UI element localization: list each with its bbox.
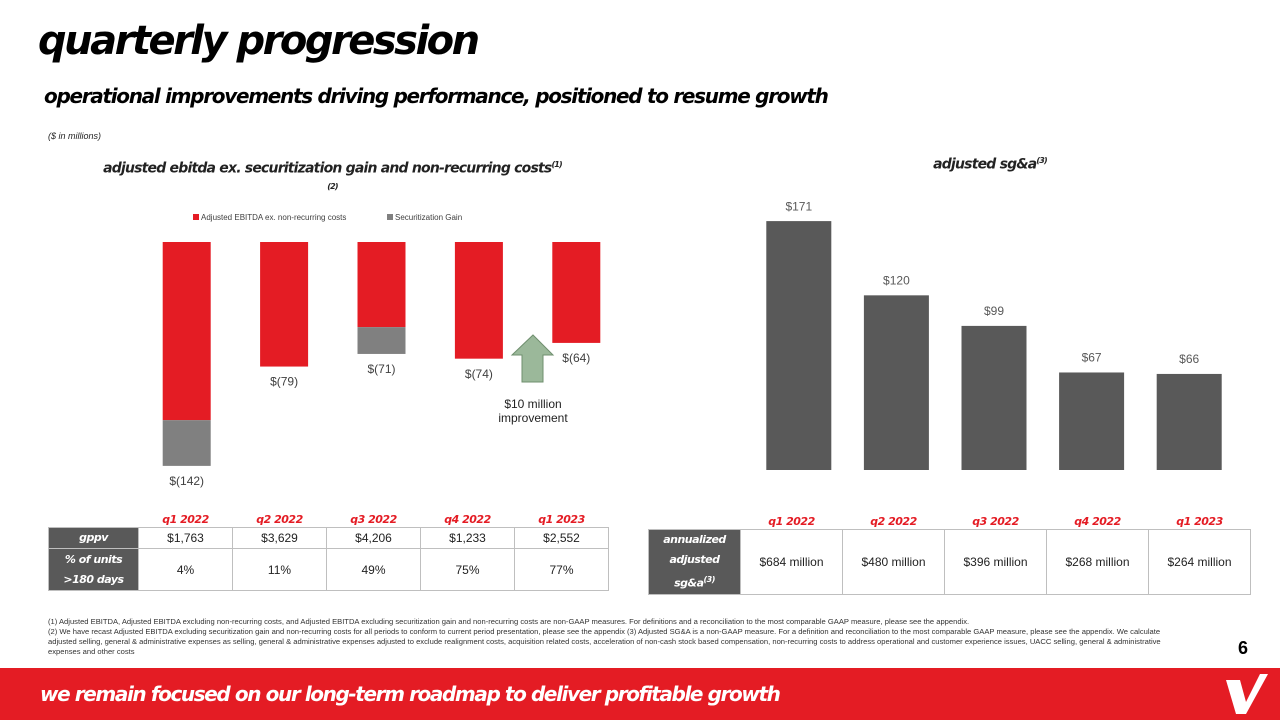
table-cell: 77% [514, 548, 609, 591]
table-cell: $396 million [944, 529, 1047, 595]
footer-text: we remain focused on our long-term roadm… [40, 682, 781, 706]
title-note: (1)(2) [327, 160, 562, 191]
row-note: (3) [703, 575, 716, 584]
table-cell: 49% [326, 548, 421, 591]
table-cell: $3,629 [232, 527, 327, 549]
table-cell: 4% [138, 548, 233, 591]
bar-segment [357, 327, 406, 354]
bar [863, 295, 929, 470]
corner [49, 511, 139, 528]
title: quarterly progression [38, 18, 480, 64]
legend-label: Adjusted EBITDA ex. non-recurring costs [201, 213, 346, 222]
column-header: q1 2022 [768, 514, 815, 528]
footnotes: (1) Adjusted EBITDA, Adjusted EBITDA exc… [48, 617, 1178, 657]
table-cell: $684 million [740, 529, 843, 595]
bar-segment [162, 242, 211, 421]
annotation: $10 million improvement [498, 397, 568, 425]
subtitle: operational improvements driving perform… [44, 84, 829, 108]
header-row: q1 2022 q2 2022 q3 2022 q4 2022 q1 2023 [649, 513, 1251, 530]
column-header: q3 2022 [350, 512, 397, 526]
footnote: (2) We have recast Adjusted EBITDA exclu… [48, 627, 1161, 656]
total-label: $(79) [270, 375, 298, 389]
total-label: $(74) [465, 367, 493, 381]
table-cell: $1,233 [420, 527, 515, 549]
data-table: q1 2022 q2 2022 q3 2022 q4 2022 q1 2023 annua… [648, 513, 1251, 595]
bar-segment [552, 242, 601, 343]
row-header: annualized adjusted sg&a(3) [648, 529, 741, 595]
legend-swatch [387, 214, 393, 220]
bar [1059, 372, 1125, 470]
row-header: % of units >180 days [48, 548, 139, 591]
table-row: gppv $1,763 $3,629 $4,206 $1,233 $2,552 [48, 527, 609, 549]
row-label: % of units >180 days [63, 552, 124, 586]
title-note: (3) [1036, 156, 1047, 165]
bar-segment [162, 420, 211, 466]
page-number: 6 [1238, 638, 1249, 658]
total-label: $(71) [367, 362, 395, 376]
value-label: $171 [785, 199, 812, 213]
header-row: q1 2022 q2 2022 q3 2022 q4 2022 q1 2023 [49, 511, 609, 528]
table-cell: $2,552 [514, 527, 609, 549]
bar [961, 325, 1027, 470]
bar-segment [260, 242, 309, 367]
table-cell: $1,763 [138, 527, 233, 549]
table-row: annualized adjusted sg&a(3) $684 million $… [648, 529, 1251, 595]
value-label: $120 [883, 274, 910, 288]
bar-segment [454, 242, 503, 359]
unit-note: ($ in millions) [48, 131, 102, 141]
column-header: q4 2022 [1074, 514, 1121, 528]
table-cell: 11% [232, 548, 327, 591]
column-header: q3 2022 [972, 514, 1019, 528]
row-label: gppv [79, 531, 108, 544]
data-table: q1 2022 q2 2022 q3 2022 q4 2022 q1 2023 gppv $… [48, 511, 609, 591]
legend-label: Securitization Gain [395, 213, 462, 222]
footer-band: we remain focused on our long-term roadm… [0, 668, 1280, 720]
row-label: annualized adjusted sg&a [663, 533, 726, 590]
value-label: $99 [984, 304, 1004, 318]
total-label: $(142) [169, 474, 204, 488]
value-label: $66 [1179, 352, 1199, 366]
value-label: $67 [1082, 351, 1102, 365]
table-row: % of units >180 days 4% 11% 49% 75% 77% [48, 548, 609, 591]
bar-segment [357, 242, 406, 328]
column-header: q2 2022 [256, 512, 303, 526]
bar [766, 221, 832, 470]
table-cell: $268 million [1046, 529, 1149, 595]
legend-swatch [193, 214, 199, 220]
chart-title-text: adjusted sg&a [933, 156, 1037, 173]
footnote: (1) Adjusted EBITDA, Adjusted EBITDA exc… [48, 617, 970, 626]
column-header: q1 2023 [538, 512, 585, 526]
table-cell: $264 million [1148, 529, 1251, 595]
table-cell: 75% [420, 548, 515, 591]
logo [1226, 674, 1268, 714]
chart-title-text: adjusted ebitda ex. securitization gain … [103, 160, 552, 177]
total-label: $(64) [562, 351, 590, 365]
corner [649, 513, 741, 530]
bar [1156, 373, 1222, 470]
column-header: q4 2022 [444, 512, 491, 526]
table-cell: $4,206 [326, 527, 421, 549]
improvement-arrow [510, 334, 555, 383]
row-header: gppv [48, 527, 139, 549]
column-header: q2 2022 [870, 514, 917, 528]
column-header: q1 2023 [1176, 514, 1223, 528]
column-header: q1 2022 [162, 512, 209, 526]
chart-title: adjusted sg&a(3) [760, 156, 1220, 173]
chart-title: adjusted ebitda ex. securitization gain … [100, 156, 565, 199]
table-cell: $480 million [842, 529, 945, 595]
